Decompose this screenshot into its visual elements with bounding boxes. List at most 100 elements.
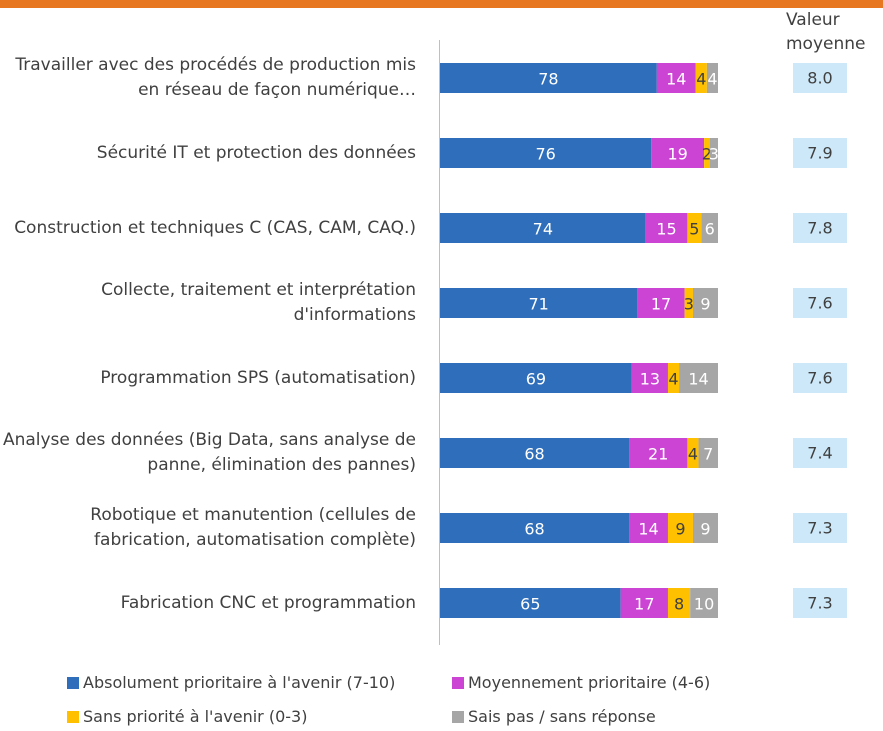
bar-segment (629, 513, 668, 543)
average-box (793, 363, 847, 393)
average-box (793, 513, 847, 543)
bar-segment (440, 213, 646, 243)
data-label: 5 (689, 220, 699, 239)
legend-swatch (67, 677, 79, 689)
data-label: 13 (640, 370, 660, 389)
bar-segment (692, 288, 718, 318)
bar-segment (645, 213, 688, 243)
bar-segment (684, 288, 693, 318)
bar-segment (651, 138, 705, 168)
bar-segment (637, 288, 685, 318)
bar-segment (709, 138, 718, 168)
bar-segment (656, 63, 696, 93)
data-label: 3 (684, 295, 694, 314)
data-label: 17 (634, 595, 654, 614)
bar-segment (631, 363, 668, 393)
bar-segment (440, 588, 621, 618)
category-label: Collecte, traitement et interprétation d… (101, 280, 416, 325)
bar-segment (440, 63, 657, 93)
data-label: 9 (700, 520, 710, 539)
average-label: 7.6 (807, 369, 832, 388)
bar-segment (698, 438, 718, 468)
bar-segment (704, 138, 710, 168)
bar-segment (679, 363, 718, 393)
data-label: 17 (651, 295, 671, 314)
data-label: 78 (538, 70, 558, 89)
average-box (793, 438, 847, 468)
category-label: Programmation SPS (automatisation) (100, 367, 416, 388)
average-box (793, 138, 847, 168)
average-title: Valeur moyenne (786, 10, 866, 54)
average-label: 8.0 (807, 69, 832, 88)
bar-segment (667, 588, 691, 618)
data-label: 14 (688, 370, 708, 389)
category-label: Analyse des données (Big Data, sans anal… (2, 430, 416, 475)
data-label: 19 (668, 145, 688, 164)
average-label: 7.8 (807, 219, 832, 238)
bar-segment (440, 138, 652, 168)
bar-segment (440, 363, 632, 393)
category-label: Construction et techniques C (CAS, CAM, … (14, 217, 416, 238)
bar-segment (667, 513, 693, 543)
legend-swatch (452, 677, 464, 689)
average-box (793, 288, 847, 318)
average-box (793, 213, 847, 243)
average-label: 7.4 (807, 444, 832, 463)
data-label: 9 (700, 295, 710, 314)
average-box (793, 63, 847, 93)
bar-segment (629, 438, 688, 468)
data-label: 6 (705, 220, 715, 239)
data-label: 4 (668, 370, 678, 389)
legend-swatch (67, 711, 79, 723)
data-label: 65 (520, 595, 540, 614)
average-box (793, 588, 847, 618)
data-label: 4 (688, 445, 698, 464)
category-label: Travailler avec des procédés de producti… (15, 55, 416, 100)
bar-segment (690, 588, 718, 618)
data-label: 21 (648, 445, 668, 464)
data-label: 10 (694, 595, 714, 614)
bar-segment (687, 438, 699, 468)
data-label: 4 (696, 70, 706, 89)
bar-segment (620, 588, 668, 618)
data-label: 68 (524, 520, 544, 539)
data-label: 15 (656, 220, 676, 239)
bar-segment (706, 63, 718, 93)
legend-swatch (452, 711, 464, 723)
data-label: 71 (529, 295, 549, 314)
data-label: 14 (666, 70, 686, 89)
average-label: 7.3 (807, 594, 832, 613)
legend-label: Absolument prioritaire à l'avenir (7-10) (83, 673, 396, 692)
category-label: Sécurité IT et protection des données (96, 142, 416, 163)
bar-segment (692, 513, 718, 543)
data-label: 8 (674, 595, 684, 614)
legend-label: Sais pas / sans réponse (468, 707, 656, 726)
bar-segment (701, 213, 718, 243)
top-band (0, 0, 883, 8)
data-label: 74 (533, 220, 553, 239)
bar-segment (440, 288, 638, 318)
bar-segment (695, 63, 707, 93)
average-label: 7.3 (807, 519, 832, 538)
legend-label: Sans priorité à l'avenir (0-3) (83, 707, 308, 726)
data-label: 9 (675, 520, 685, 539)
bar-segment (440, 513, 630, 543)
data-label: 2 (702, 145, 712, 164)
average-label: 7.6 (807, 294, 832, 313)
bar-segment (687, 213, 702, 243)
data-label: 14 (638, 520, 658, 539)
data-label: 76 (535, 145, 555, 164)
bar-segment (667, 363, 680, 393)
data-label: 3 (709, 145, 719, 164)
data-label: 7 (703, 445, 713, 464)
bar-segment (440, 438, 630, 468)
data-label: 68 (524, 445, 544, 464)
category-label: Fabrication CNC et programmation (120, 592, 416, 613)
average-label: 7.9 (807, 144, 832, 163)
data-label: 69 (526, 370, 546, 389)
data-label: 4 (707, 70, 717, 89)
category-label: Robotique et manutention (cellules de fa… (90, 505, 416, 550)
legend-label: Moyennement prioritaire (4-6) (468, 673, 711, 692)
